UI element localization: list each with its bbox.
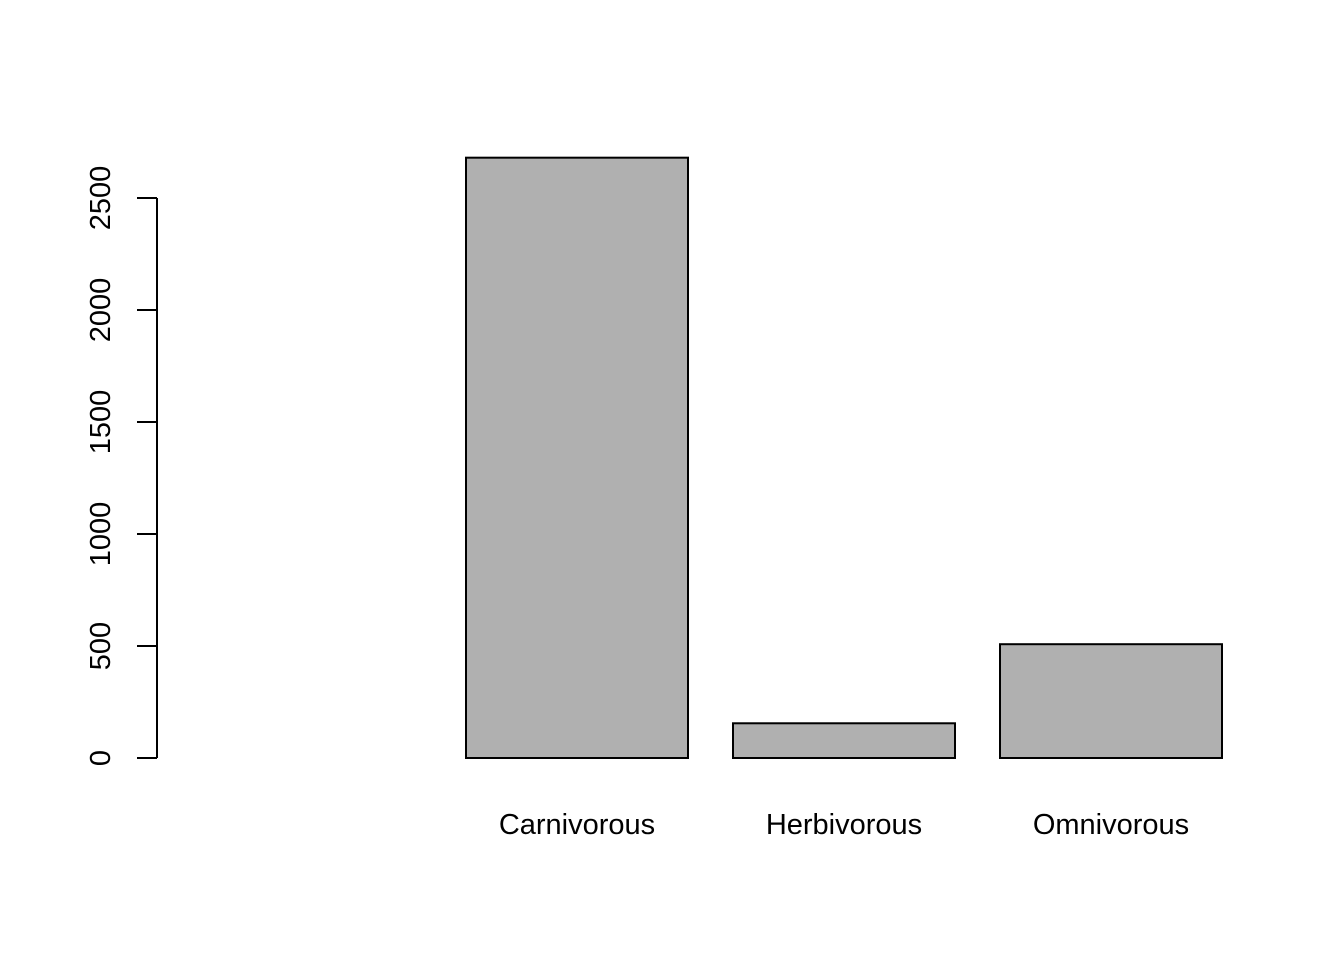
y-tick-label: 2500 bbox=[85, 166, 117, 231]
y-axis: 0 500 1000 1500 2000 2500 bbox=[85, 166, 158, 766]
y-tick-label: 2000 bbox=[85, 278, 117, 343]
category-label: Carnivorous bbox=[499, 809, 655, 841]
category-label: Omnivorous bbox=[1033, 809, 1189, 841]
y-tick-label: 1500 bbox=[85, 390, 117, 455]
bar bbox=[465, 156, 689, 759]
bars-group bbox=[465, 156, 1223, 760]
bar bbox=[732, 722, 956, 760]
y-tick-label: 500 bbox=[85, 622, 117, 670]
category-label: Herbivorous bbox=[766, 809, 922, 841]
y-tick-label: 0 bbox=[85, 750, 117, 766]
category-labels: Carnivorous Herbivorous Omnivorous bbox=[499, 809, 1189, 841]
y-tick-label: 1000 bbox=[85, 502, 117, 567]
bar bbox=[999, 643, 1223, 760]
